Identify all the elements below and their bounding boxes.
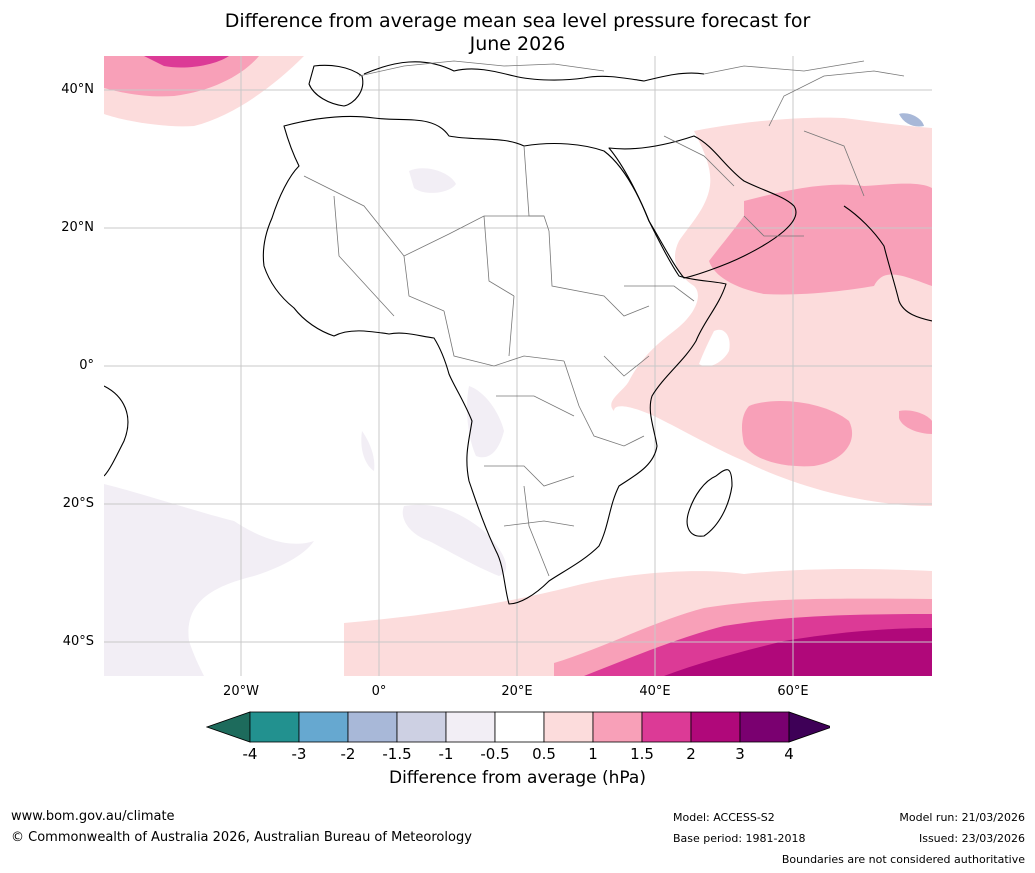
- anomaly-namibia-lavender: [402, 504, 507, 576]
- country-borders: [303, 60, 905, 577]
- pressure-anomaly-map: [104, 56, 932, 676]
- issued-text: Issued: 23/03/2026: [918, 832, 1025, 845]
- graticule: [104, 56, 932, 676]
- africa-coast: [262, 115, 727, 605]
- anomaly-north-magenta: [144, 56, 229, 68]
- anomaly-angola-lavender: [466, 386, 504, 458]
- colorbar-tick-label: 2: [686, 745, 696, 763]
- colorbar-tick-label: -1: [438, 745, 454, 763]
- anomaly-southern-deep-magenta: [664, 628, 932, 676]
- colorbar-tick-label: -4: [242, 745, 258, 763]
- lon-label-20e: 20°E: [501, 684, 533, 699]
- base-period-text: Base period: 1981-2018: [673, 832, 806, 845]
- colorbar-tick-label: -2: [340, 745, 356, 763]
- colorbar-tick-label: -3: [291, 745, 307, 763]
- anomaly-sahara-lavender: [409, 168, 456, 193]
- colorbar-tick-label: 3: [735, 745, 745, 763]
- colorbar-segment: [690, 711, 741, 743]
- anomaly-north-pink: [104, 56, 259, 97]
- india-coast: [843, 205, 932, 322]
- arabia-coast: [608, 135, 797, 279]
- colorbar-tick-label: -1.5: [382, 745, 412, 763]
- website-link[interactable]: www.bom.gov.au/climate: [11, 809, 175, 824]
- model-run-text: Model run: 21/03/2026: [899, 811, 1025, 824]
- lon-label-40e: 40°E: [639, 684, 671, 699]
- map-canvas: [104, 56, 932, 676]
- lat-label-40n: 40°N: [61, 82, 94, 97]
- colorbar-tick-label: -0.5: [480, 745, 510, 763]
- colorbar-over-arrow: [788, 711, 830, 743]
- madagascar-coast: [686, 469, 733, 537]
- anomaly-east-pink: [899, 410, 932, 434]
- colorbar-segment: [347, 711, 398, 743]
- colorbar: [206, 711, 830, 743]
- colorbar-segment: [445, 711, 496, 743]
- colorbar-tick-label: 1.5: [630, 745, 654, 763]
- map-title: Difference from average mean sea level p…: [0, 10, 1035, 56]
- lat-label-0: 0°: [79, 358, 94, 373]
- colorbar-segment: [298, 711, 349, 743]
- colorbar-segment: [249, 711, 300, 743]
- south-america-coast: [104, 385, 129, 477]
- europe-coast: [363, 61, 705, 82]
- colorbar-tick-label: 0.5: [532, 745, 556, 763]
- disclaimer-text: Boundaries are not considered authoritat…: [781, 853, 1025, 866]
- colorbar-tick-label: 1: [588, 745, 598, 763]
- lat-label-20s: 20°S: [62, 496, 94, 511]
- colorbar-segment: [543, 711, 594, 743]
- anomaly-horn-white: [699, 329, 730, 367]
- anomaly-small-lavender: [361, 431, 375, 471]
- colorbar-label: Difference from average (hPa): [389, 768, 646, 788]
- lon-label-60e: 60°E: [777, 684, 809, 699]
- lat-label-20n: 20°N: [61, 220, 94, 235]
- model-text: Model: ACCESS-S2: [673, 811, 775, 824]
- copyright-text: © Commonwealth of Australia 2026, Austra…: [11, 830, 472, 845]
- lat-label-40s: 40°S: [62, 634, 94, 649]
- colorbar-segment: [396, 711, 447, 743]
- anomaly-shading: [104, 56, 932, 676]
- anomaly-iran-bluish: [899, 113, 924, 127]
- colorbar-under-arrow: [206, 711, 251, 743]
- colorbar-segment: [641, 711, 692, 743]
- lon-label-0: 0°: [371, 684, 387, 699]
- title-line-2: June 2026: [469, 33, 566, 55]
- anomaly-arabian-pink: [709, 183, 932, 295]
- title-line-1: Difference from average mean sea level p…: [224, 10, 811, 32]
- iberia-coast: [308, 64, 364, 107]
- lon-label-20w: 20°W: [223, 684, 259, 699]
- colorbar-tick-label: 4: [784, 745, 794, 763]
- colorbar-segment: [494, 711, 545, 743]
- colorbar-segment: [592, 711, 643, 743]
- colorbar-segment: [739, 711, 790, 743]
- anomaly-southwest-indian-pink: [741, 401, 853, 467]
- coastlines: [104, 61, 932, 605]
- anomaly-atlantic-lavender: [104, 484, 314, 676]
